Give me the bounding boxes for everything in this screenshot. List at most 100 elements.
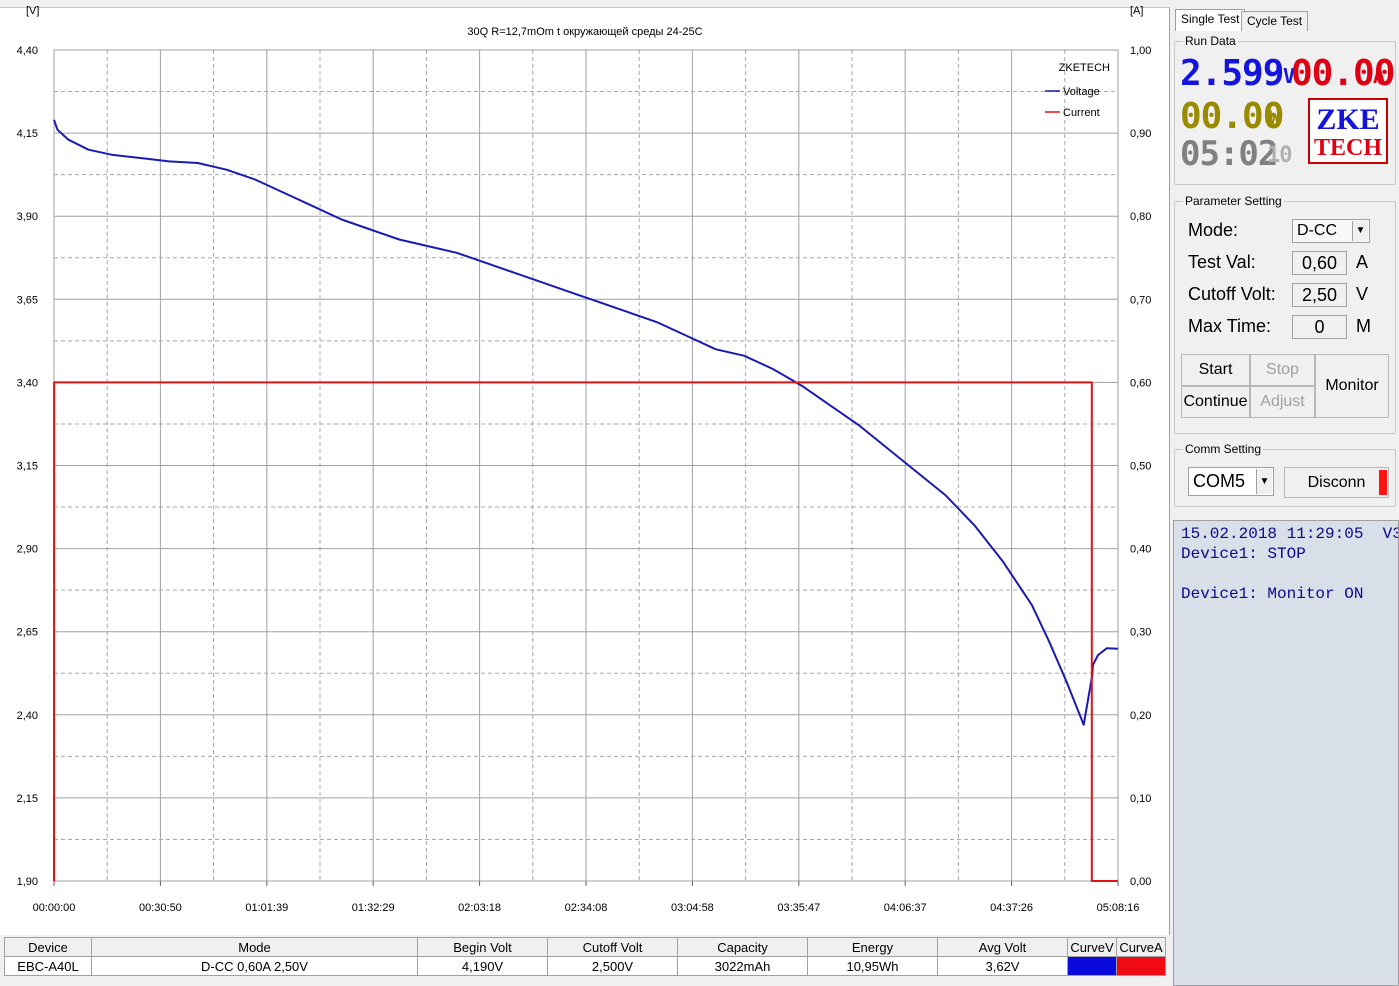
max-time-label: Max Time: <box>1188 316 1272 336</box>
log-line: Device1: STOP <box>1181 545 1306 563</box>
cutoff-volt-input[interactable]: 2,50 <box>1292 283 1347 307</box>
cell-mode: D-CC 0,60A 2,50V <box>91 956 418 976</box>
log-line: Device1: Monitor ON <box>1181 585 1364 603</box>
cell-energy: 10,95Wh <box>807 956 938 976</box>
connection-status-indicator <box>1379 470 1387 495</box>
curve-a-color-swatch[interactable] <box>1116 956 1166 976</box>
col-begin-volt: Begin Volt <box>417 937 548 957</box>
left-axis-unit: [V] <box>26 5 39 17</box>
y-right-tick-label: 1,00 <box>1130 45 1151 57</box>
max-time-input[interactable]: 0 <box>1292 315 1347 339</box>
run-data-group: Run Data <box>1174 34 1396 185</box>
tab-cycle-test[interactable]: Cycle Test <box>1241 11 1309 31</box>
y-right-tick-label: 0,40 <box>1130 544 1151 556</box>
start-button[interactable]: Start <box>1181 354 1250 386</box>
logo-text-tech: TECH <box>1313 135 1382 161</box>
y-left-tick-label: 3,65 <box>17 294 38 306</box>
mode-value: D-CC <box>1297 222 1337 239</box>
y-left-tick-label: 2,40 <box>17 710 38 722</box>
legend-voltage-label: Voltage <box>1063 86 1100 98</box>
current-unit: A <box>1373 64 1385 88</box>
y-left-tick-label: 2,15 <box>17 793 38 805</box>
x-tick-label: 02:03:18 <box>458 902 501 914</box>
col-curve-v: CurveV <box>1067 937 1117 957</box>
max-time-unit: M <box>1356 316 1371 336</box>
y-left-tick-label: 3,40 <box>17 377 38 389</box>
col-energy: Energy <box>807 937 938 957</box>
x-tick-label: 04:06:37 <box>884 902 927 914</box>
log-line: 15.02.2018 11:29:05 V3,01 <box>1181 525 1398 543</box>
parameter-setting-title: Parameter Setting <box>1183 194 1284 208</box>
stop-button[interactable]: Stop <box>1250 354 1315 386</box>
y-left-tick-label: 2,65 <box>17 627 38 639</box>
col-avg-volt: Avg Volt <box>937 937 1068 957</box>
legend-current-label: Current <box>1063 107 1100 119</box>
test-val-unit: A <box>1356 252 1369 272</box>
curve-v-color-swatch[interactable] <box>1067 956 1117 976</box>
x-tick-label: 01:01:39 <box>245 902 288 914</box>
col-capacity: Capacity <box>677 937 808 957</box>
y-right-tick-label: 0,60 <box>1130 377 1151 389</box>
parameter-setting-group: Parameter Setting <box>1174 194 1396 434</box>
mode-select[interactable]: D-CC ▼ <box>1292 219 1370 243</box>
chevron-down-icon[interactable]: ▼ <box>1352 221 1368 241</box>
y-right-tick-label: 0,30 <box>1130 627 1151 639</box>
discharge-chart: [V] [A] 30Q R=12,7mOm t окружающей среды… <box>17 5 1152 914</box>
mode-label: Mode: <box>1188 220 1239 240</box>
disconnect-label: Disconn <box>1307 474 1366 491</box>
chart-title: 30Q R=12,7mOm t окружающей среды 24-25С <box>467 26 702 38</box>
results-header-row: Device Mode Begin Volt Cutoff Volt Capac… <box>4 937 1166 957</box>
elapsed-time-readout: 05:02 <box>1180 134 1278 174</box>
cell-device: EBC-A40L <box>4 956 92 976</box>
x-tick-label: 05:08:16 <box>1097 902 1140 914</box>
x-tick-label: 01:32:29 <box>352 902 395 914</box>
continue-button[interactable]: Continue <box>1181 386 1250 418</box>
elapsed-seconds-readout: 10 <box>1267 143 1292 168</box>
y-right-tick-label: 0,90 <box>1130 128 1151 140</box>
log-line <box>1181 564 1391 584</box>
log-panel[interactable]: 15.02.2018 11:29:05 V3,01 Device1: STOP De… <box>1173 520 1399 986</box>
y-left-tick-label: 4,40 <box>17 45 38 57</box>
x-tick-label: 04:37:26 <box>990 902 1033 914</box>
chart-area: [V] [A] 30Q R=12,7mOm t окружающей среды… <box>0 0 1170 935</box>
run-data-title: Run Data <box>1183 34 1238 48</box>
power-readout: 00.00 <box>1180 96 1284 137</box>
comm-setting-group: Comm Setting <box>1174 442 1396 507</box>
cell-avg-volt: 3,62V <box>937 956 1068 976</box>
cell-begin-volt: 4,190V <box>417 956 548 976</box>
test-val-label: Test Val: <box>1188 252 1256 272</box>
test-val-input[interactable]: 0,60 <box>1292 251 1347 275</box>
disconnect-button[interactable]: Disconn <box>1284 467 1389 498</box>
y-right-tick-label: 0,00 <box>1130 876 1151 888</box>
y-right-tick-label: 0,80 <box>1130 211 1151 223</box>
col-curve-a: CurveA <box>1116 937 1166 957</box>
right-axis-unit: [A] <box>1130 5 1143 17</box>
cell-cutoff-volt: 2,500V <box>547 956 678 976</box>
adjust-button[interactable]: Adjust <box>1250 386 1315 418</box>
cutoff-volt-label: Cutoff Volt: <box>1188 284 1276 304</box>
y-right-tick-label: 0,70 <box>1130 294 1151 306</box>
chevron-down-icon[interactable]: ▼ <box>1256 469 1272 494</box>
x-tick-label: 02:34:08 <box>565 902 608 914</box>
com-port-select[interactable]: COM5 ▼ <box>1188 467 1274 496</box>
y-left-tick-label: 1,90 <box>17 876 38 888</box>
logo-text-zke: ZKE <box>1316 103 1380 136</box>
y-left-tick-label: 2,90 <box>17 544 38 556</box>
x-tick-label: 00:30:50 <box>139 902 182 914</box>
monitor-button[interactable]: Monitor <box>1315 354 1389 418</box>
col-cutoff-volt: Cutoff Volt <box>547 937 678 957</box>
table-row[interactable]: EBC-A40L D-CC 0,60A 2,50V 4,190V 2,500V … <box>4 956 1166 976</box>
tab-single-test[interactable]: Single Test <box>1175 9 1246 31</box>
chart-legend: Voltage Current <box>1045 86 1100 119</box>
series-line-voltage <box>53 119 1119 726</box>
chart-grid <box>53 49 1119 882</box>
control-panel: Single Test Cycle Test Run Data 2.599 V … <box>1171 0 1399 986</box>
series-line-current <box>53 381 1118 882</box>
zketech-logo: ZKE TECH <box>1308 98 1388 164</box>
x-tick-label: 00:00:00 <box>33 902 76 914</box>
cell-capacity: 3022mAh <box>677 956 808 976</box>
y-left-tick-label: 3,15 <box>17 461 38 473</box>
power-unit: W <box>1269 106 1281 130</box>
chart-axes: 00:00:00 00:30:50 01:01:39 01:32:29 02:03:18… <box>17 45 1152 914</box>
chart-series <box>53 119 1119 882</box>
